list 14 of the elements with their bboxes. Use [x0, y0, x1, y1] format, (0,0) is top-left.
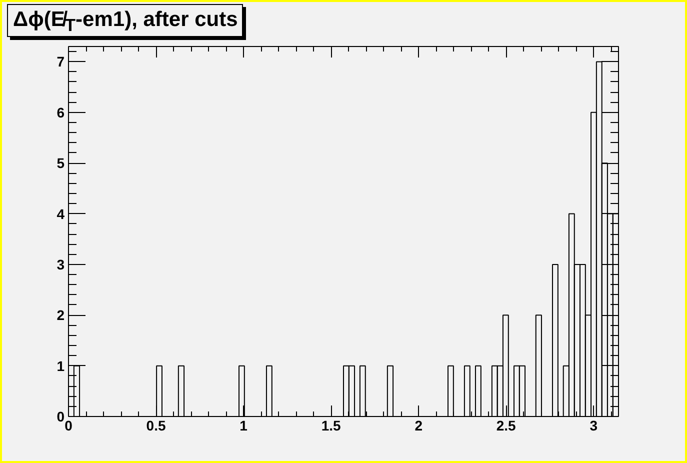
x-tick-label: 2.5 [496, 418, 516, 434]
chart-title: Δϕ(E̸$_{T}$-em1), after cuts [7, 4, 243, 37]
x-tick-label: 1 [240, 418, 248, 434]
x-tick-label: 0.5 [146, 418, 166, 434]
y-tick-label: 4 [56, 206, 65, 222]
y-tick-label: 5 [56, 155, 65, 172]
x-tick-label: 3 [590, 418, 598, 434]
x-tick-label: 2 [414, 418, 423, 434]
x-tick-label: 1.5 [321, 418, 342, 434]
y-tick-label: 6 [56, 104, 65, 120]
y-tick-label: 3 [56, 256, 65, 272]
y-tick-label: 1 [56, 358, 65, 374]
y-tick-label: 2 [56, 307, 65, 324]
y-tick-label: 7 [56, 54, 65, 70]
